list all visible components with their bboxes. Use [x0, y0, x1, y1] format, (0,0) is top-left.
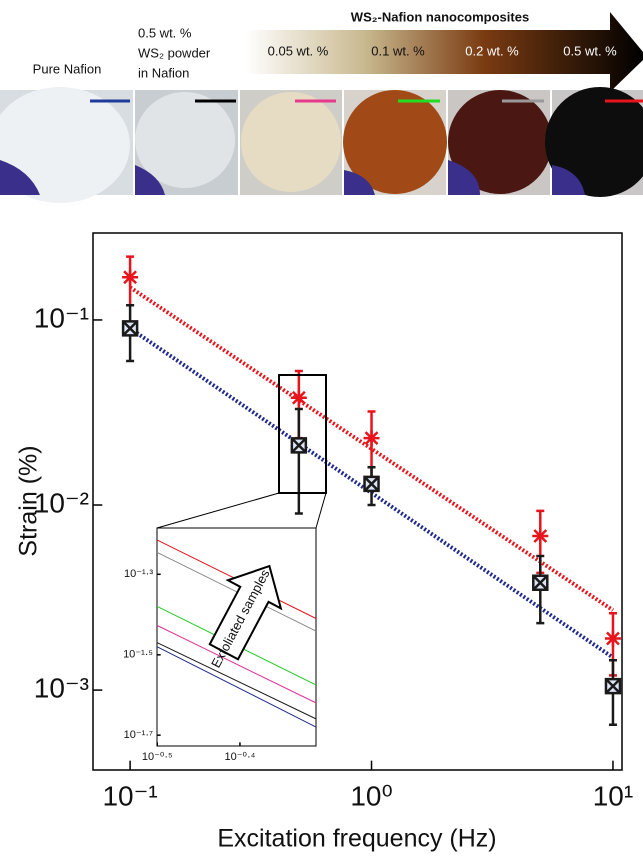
loading-label: 0.1 wt. %	[371, 43, 425, 58]
x-tick-label: 10⁻⁰·⁵	[142, 751, 173, 763]
y-tick-label: 10⁻¹	[34, 302, 89, 333]
loading-label: 0.2 wt. %	[465, 43, 519, 58]
sample-label: WS₂ powder	[138, 45, 211, 60]
star-marker	[532, 528, 548, 544]
x-tick-label: 10⁻⁰·⁴	[225, 751, 256, 763]
y-tick-label: 10⁻¹·⁵	[123, 649, 153, 661]
figure: WS₂-Nafion nanocomposites 0.05 wt. % 0.1…	[0, 0, 643, 858]
sample-label: in Nafion	[138, 65, 189, 80]
sample-label: 0.5 wt. %	[138, 25, 192, 40]
loading-label: 0.05 wt. %	[268, 43, 329, 58]
box-x-marker	[533, 576, 547, 590]
star-marker	[364, 430, 380, 446]
star-marker	[122, 269, 138, 285]
x-tick-label: 10¹	[593, 780, 633, 811]
error-bar	[295, 409, 303, 513]
star-marker	[605, 630, 621, 646]
y-tick-label: 10⁻³	[34, 672, 89, 703]
page: WS₂-Nafion nanocomposites 0.05 wt. % 0.1…	[0, 0, 643, 858]
x-tick-label: 10⁰	[350, 780, 392, 811]
box-x-marker	[606, 679, 620, 693]
star-marker	[291, 390, 307, 406]
loading-label: 0.5 wt. %	[563, 43, 617, 58]
sample-label: Pure Nafion	[33, 61, 102, 76]
y-tick-label: 10⁻¹·³	[124, 568, 153, 580]
x-tick-label: 10⁻¹	[102, 780, 157, 811]
y-tick-label: 10⁻²	[34, 487, 89, 518]
zoom-connector	[157, 493, 279, 528]
arrow-title: WS₂-Nafion nanocomposites	[351, 9, 529, 24]
x-axis-label: Excitation frequency (Hz)	[217, 825, 496, 853]
sample-photos	[0, 87, 643, 203]
box-x-marker	[292, 438, 306, 452]
box-x-marker	[123, 321, 137, 335]
zoom-connector	[316, 493, 326, 528]
box-x-marker	[365, 477, 379, 491]
y-tick-label: 10⁻¹·⁷	[124, 729, 153, 741]
